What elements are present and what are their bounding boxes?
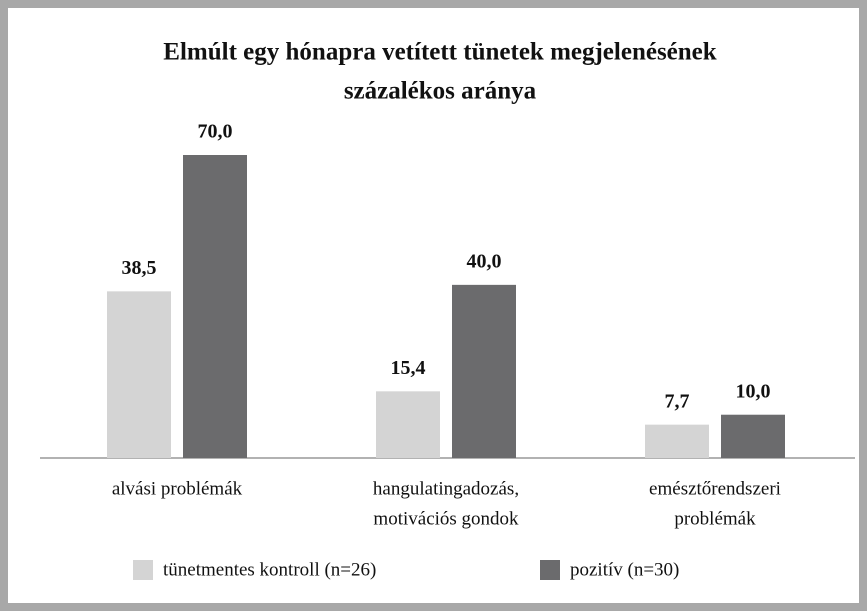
value-label: 40,0 [467, 250, 502, 272]
x-tick-label: hangulatingadozás, [373, 478, 519, 499]
bar [107, 291, 171, 458]
bar [376, 391, 440, 458]
bar [645, 424, 709, 458]
bar [183, 155, 247, 458]
value-label: 10,0 [736, 380, 771, 402]
bar [452, 284, 516, 458]
x-tick-label: emésztőrendszeri [649, 478, 781, 499]
value-label: 70,0 [198, 121, 233, 143]
legend-label: tünetmentes kontroll (n=26) [163, 559, 376, 580]
value-label: 38,5 [122, 257, 157, 279]
value-label: 15,4 [391, 357, 426, 379]
x-tick-label: alvási problémák [112, 478, 243, 499]
x-tick-label: problémák [674, 508, 756, 529]
chart-title: százalékos aránya [344, 78, 537, 105]
legend-swatch [540, 560, 560, 580]
bar [721, 414, 785, 458]
legend-swatch [133, 560, 153, 580]
value-label: 7,7 [665, 390, 690, 412]
legend-label: pozitív (n=30) [570, 559, 679, 580]
x-tick-label: motivációs gondok [373, 508, 519, 529]
chart-title: Elmúlt egy hónapra vetített tünetek megj… [163, 39, 716, 66]
